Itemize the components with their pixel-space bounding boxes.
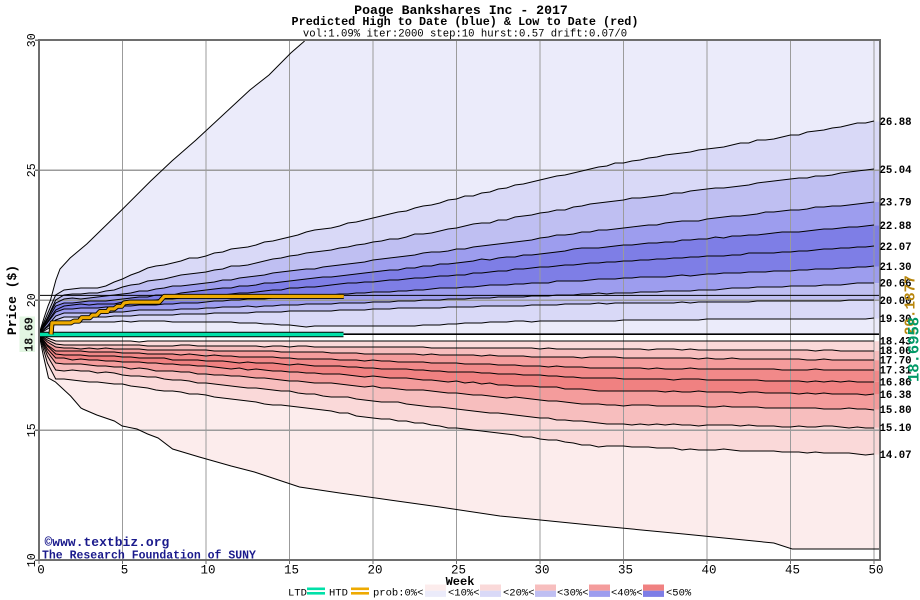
svg-text:40: 40 (701, 564, 716, 578)
svg-text:20.1877: 20.1877 (904, 275, 920, 335)
svg-text:17.31: 17.31 (880, 366, 912, 378)
svg-text:19.30: 19.30 (880, 314, 912, 326)
svg-text:25: 25 (26, 163, 39, 177)
svg-text:©www.textbiz.org: ©www.textbiz.org (45, 535, 170, 550)
svg-text:18.06: 18.06 (880, 346, 912, 358)
svg-text:15.10: 15.10 (880, 423, 912, 435)
svg-text:<40%<: <40%< (611, 588, 643, 600)
svg-text:Price ($): Price ($) (5, 265, 20, 335)
svg-text:vol:1.09% iter:2000 step:10 hu: vol:1.09% iter:2000 step:10 hurst:0.57 d… (303, 28, 627, 40)
svg-text:20: 20 (367, 564, 382, 578)
svg-text:HTD: HTD (329, 588, 348, 600)
svg-text:LTD: LTD (288, 588, 307, 600)
svg-text:Week: Week (446, 575, 475, 589)
svg-text:18.43: 18.43 (880, 337, 912, 349)
svg-text:30: 30 (534, 564, 549, 578)
svg-text:0: 0 (37, 564, 45, 578)
svg-text:15: 15 (26, 423, 39, 437)
svg-text:16.38: 16.38 (880, 390, 912, 402)
svg-text:17.70: 17.70 (880, 356, 912, 368)
svg-text:23.79: 23.79 (880, 197, 912, 209)
svg-text:<20%<: <20%< (503, 588, 535, 600)
svg-text:10: 10 (26, 553, 39, 567)
svg-text:25.04: 25.04 (880, 165, 913, 177)
svg-text:prob:0%<: prob:0%< (373, 588, 423, 600)
svg-text:21.30: 21.30 (880, 262, 912, 274)
svg-text:14.07: 14.07 (880, 450, 912, 462)
svg-text:50: 50 (868, 564, 883, 578)
svg-text:5: 5 (121, 564, 129, 578)
svg-text:35: 35 (618, 564, 633, 578)
svg-text:20: 20 (26, 293, 39, 307)
svg-text:Poage Bankshares Inc - 2017: Poage Bankshares Inc - 2017 (354, 3, 568, 18)
svg-text:<30%<: <30%< (557, 588, 589, 600)
svg-text:18.6958: 18.6958 (906, 317, 920, 382)
svg-text:Predicted High to Date (blue): Predicted High to Date (blue) & Low to D… (292, 15, 639, 29)
svg-text:22.88: 22.88 (880, 221, 912, 233)
svg-text:The Research Foundation of SUN: The Research Foundation of SUNY (42, 550, 256, 563)
svg-text:10: 10 (200, 564, 215, 578)
svg-text:22.07: 22.07 (880, 242, 912, 254)
svg-text:15: 15 (284, 564, 299, 578)
svg-text:<50%: <50% (666, 588, 692, 600)
svg-text:26.88: 26.88 (880, 117, 912, 129)
svg-text:16.86: 16.86 (880, 377, 912, 389)
svg-text:18.69: 18.69 (24, 317, 37, 352)
svg-text:25: 25 (451, 564, 466, 578)
svg-text:45: 45 (785, 564, 800, 578)
svg-text:30: 30 (26, 33, 39, 47)
svg-text:15.80: 15.80 (880, 405, 912, 417)
svg-text:20.00: 20.00 (880, 296, 912, 308)
svg-text:<10%<: <10%< (448, 588, 480, 600)
svg-text:20.66: 20.66 (880, 279, 912, 291)
